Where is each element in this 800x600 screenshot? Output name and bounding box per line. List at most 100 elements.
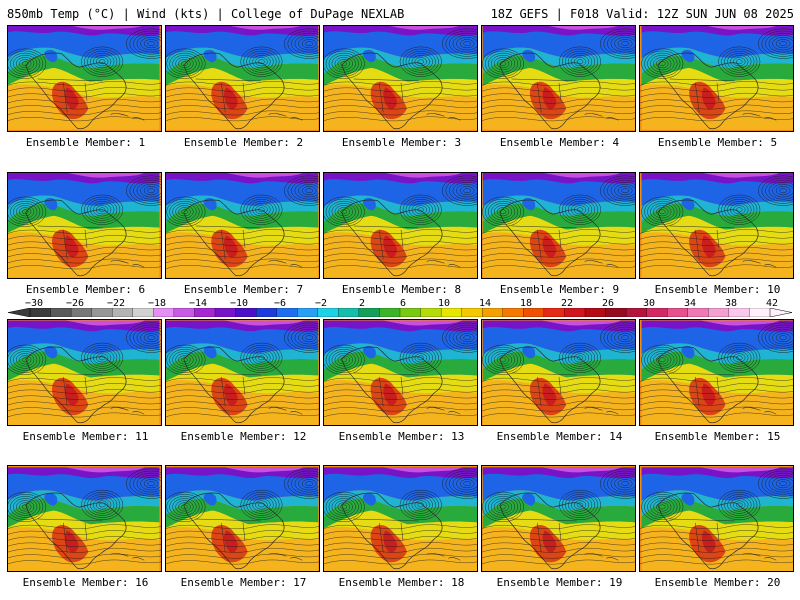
colorbar-arrow-left [8, 308, 31, 317]
temperature-wind-map [324, 173, 477, 278]
colorbar-swatch [708, 308, 730, 317]
colorbar-swatch [132, 308, 154, 317]
colorbar-swatch [70, 308, 93, 317]
ensemble-member-label: Ensemble Member: 10 [654, 283, 781, 296]
colorbar-tick-label: −26 [65, 298, 85, 309]
colorbar-arrow-right [769, 308, 792, 317]
ensemble-member-label: Ensemble Member: 19 [496, 576, 623, 589]
ensemble-map-19 [481, 465, 636, 572]
colorbar-swatch [276, 308, 298, 317]
colorbar-swatch [214, 308, 237, 317]
colorbar-swatch [420, 308, 442, 317]
ensemble-map-2 [165, 25, 320, 132]
ensemble-map-20 [639, 465, 794, 572]
colorbar-swatch [235, 308, 257, 317]
colorbar-swatch [317, 308, 339, 317]
colorbar-swatch [523, 308, 545, 317]
colorbar-tick-label: 10 [437, 298, 451, 309]
ensemble-map-7 [165, 172, 320, 279]
colorbar-swatch [112, 308, 134, 317]
colorbar-tick-label: −14 [188, 298, 208, 309]
ensemble-member-label: Ensemble Member: 17 [180, 576, 307, 589]
ensemble-member-label: Ensemble Member: 11 [22, 430, 149, 443]
colorbar-tick-label: 22 [560, 298, 574, 309]
temperature-wind-map [8, 320, 161, 425]
colorbar-tick-label: 34 [683, 298, 697, 309]
colorbar-swatch [687, 308, 709, 317]
colorbar-swatch [50, 308, 72, 317]
colorbar-tick-label: 6 [399, 298, 407, 309]
colorbar-swatch [358, 308, 380, 317]
colorbar-swatch [749, 308, 771, 317]
ensemble-map-16 [7, 465, 162, 572]
ensemble-member-label: Ensemble Member: 15 [654, 430, 781, 443]
ensemble-member-label: Ensemble Member: 13 [338, 430, 465, 443]
colorbar-tick-label: 18 [519, 298, 533, 309]
ensemble-member-label: Ensemble Member: 8 [341, 283, 462, 296]
temperature-wind-map [640, 26, 793, 131]
colorbar-swatch [625, 308, 648, 317]
temperature-wind-map [166, 26, 319, 131]
colorbar-tick-label: 14 [478, 298, 492, 309]
colorbar-swatch [338, 308, 360, 317]
colorbar-tick-label: −2 [314, 298, 328, 309]
temperature-wind-map [8, 26, 161, 131]
colorbar-swatch [297, 308, 319, 317]
ensemble-member-label: Ensemble Member: 5 [657, 136, 778, 149]
colorbar-tick-label: 42 [765, 298, 779, 309]
temperature-wind-map [324, 320, 477, 425]
ensemble-map-8 [323, 172, 478, 279]
temperature-wind-map [166, 466, 319, 571]
temperature-wind-map [324, 466, 477, 571]
ensemble-map-4 [481, 25, 636, 132]
colorbar: −30 −26 −22 −18 −14 −10 −6 −2 2 6 10 14 18 22 26 30 34 38… [8, 298, 792, 318]
colorbar-swatch [255, 308, 278, 317]
colorbar-tick-label: −6 [273, 298, 287, 309]
ensemble-member-label: Ensemble Member: 7 [183, 283, 304, 296]
ensemble-map-10 [639, 172, 794, 279]
colorbar-swatch [91, 308, 113, 317]
colorbar-tick-label: 30 [642, 298, 656, 309]
colorbar-swatch [461, 308, 483, 317]
temperature-wind-map [482, 320, 635, 425]
colorbar-tick-label: 38 [724, 298, 738, 309]
temperature-wind-map [324, 26, 477, 131]
colorbar-swatch [667, 308, 689, 317]
ensemble-member-label: Ensemble Member: 16 [22, 576, 149, 589]
temperature-wind-map [640, 320, 793, 425]
colorbar-tick-label: 26 [601, 298, 615, 309]
ensemble-map-18 [323, 465, 478, 572]
ensemble-member-label: Ensemble Member: 1 [25, 136, 146, 149]
ensemble-map-9 [481, 172, 636, 279]
ensemble-map-1 [7, 25, 162, 132]
colorbar-swatch [440, 308, 463, 317]
colorbar-swatch [543, 308, 565, 317]
colorbar-swatch [173, 308, 195, 317]
colorbar-swatch [605, 308, 627, 317]
colorbar-tick-label: −22 [106, 298, 126, 309]
temperature-wind-map [482, 173, 635, 278]
ensemble-map-14 [481, 319, 636, 426]
temperature-wind-map [166, 320, 319, 425]
ensemble-map-6 [7, 172, 162, 279]
ensemble-map-3 [323, 25, 478, 132]
colorbar-swatch [584, 308, 607, 317]
temperature-wind-map [8, 173, 161, 278]
ensemble-member-label: Ensemble Member: 12 [180, 430, 307, 443]
ensemble-member-label: Ensemble Member: 4 [499, 136, 620, 149]
ensemble-map-11 [7, 319, 162, 426]
header-title: 850mb Temp (°C) | Wind (kts) | College o… [7, 7, 405, 21]
colorbar-tick-label: 2 [358, 298, 366, 309]
colorbar-tick-label: −10 [229, 298, 249, 309]
temperature-wind-map [640, 173, 793, 278]
ensemble-member-label: Ensemble Member: 2 [183, 136, 304, 149]
colorbar-tick-label: −18 [147, 298, 167, 309]
colorbar-labels: −30 −26 −22 −18 −14 −10 −6 −2 2 6 10 14 18 22 26 30 34 38… [8, 298, 792, 309]
colorbar-tick-label: −30 [24, 298, 44, 309]
temperature-wind-map [482, 466, 635, 571]
colorbar-swatch [399, 308, 422, 317]
colorbar-swatch [29, 308, 52, 317]
temperature-wind-map [8, 466, 161, 571]
ensemble-member-label: Ensemble Member: 18 [338, 576, 465, 589]
ensemble-map-15 [639, 319, 794, 426]
